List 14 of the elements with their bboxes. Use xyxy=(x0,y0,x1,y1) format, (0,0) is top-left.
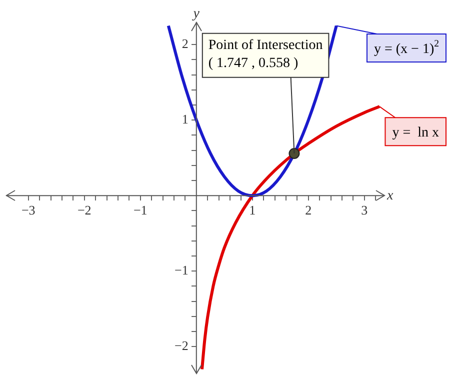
x-tick-label: −1 xyxy=(133,202,148,218)
y-axis-title: y xyxy=(191,6,200,22)
x-tick-label: 1 xyxy=(249,202,256,218)
x-tick-label: −3 xyxy=(21,202,36,218)
legend-label: y = ln x xyxy=(392,126,440,141)
x-tick-label: −2 xyxy=(77,202,92,218)
y-tick-label: −1 xyxy=(174,262,188,278)
annotation: Point of Intersection ( 1.747 , 0.558 ) xyxy=(208,38,323,71)
y-tick-label: 1 xyxy=(182,112,188,127)
x-tick-label: 3 xyxy=(361,202,368,218)
x-axis-title: x xyxy=(386,188,394,204)
y-tick-label: −2 xyxy=(174,338,188,354)
y-tick-label: 2 xyxy=(182,36,188,52)
x-tick-label: 2 xyxy=(305,202,312,218)
